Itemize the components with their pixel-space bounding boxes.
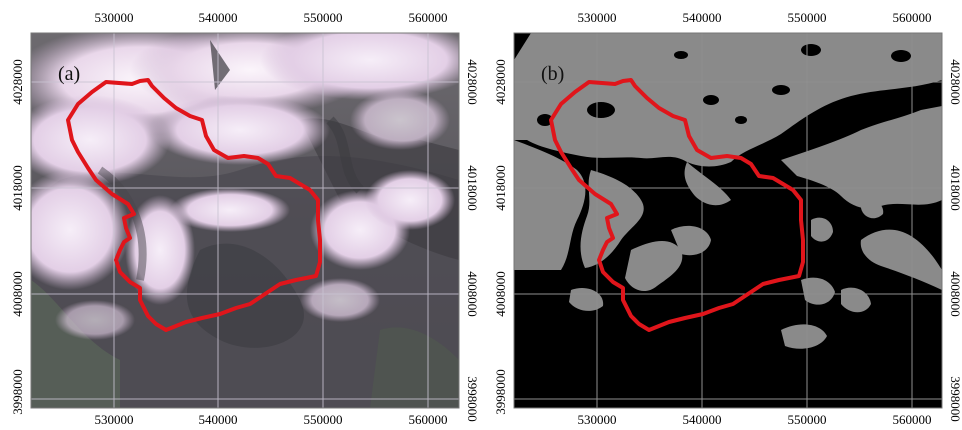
y-tick-label: 3998000 xyxy=(493,369,508,415)
x-tick-label: 550000 xyxy=(304,412,343,427)
y-tick-label: 4028000 xyxy=(10,59,25,105)
panel-label: (b) xyxy=(541,63,564,85)
x-axis-bottom: 530000 540000 550000 560000 xyxy=(95,412,448,427)
x-tick-label: 560000 xyxy=(893,412,932,427)
x-axis-top: 530000 540000 550000 560000 xyxy=(95,10,448,25)
map-frame xyxy=(30,32,460,409)
x-tick-label: 550000 xyxy=(788,412,827,427)
x-tick-label: 550000 xyxy=(788,10,827,25)
x-tick-label: 540000 xyxy=(199,412,238,427)
y-tick-label: 4008000 xyxy=(465,271,480,317)
panel-b-snow-classification: 530000 540000 550000 560000 530000 54000… xyxy=(481,0,962,430)
y-tick-label: 4018000 xyxy=(465,165,480,211)
y-tick-label: 4028000 xyxy=(493,59,508,105)
panel-a-map: 530000 540000 550000 560000 530000 54000… xyxy=(10,10,480,427)
x-tick-label: 530000 xyxy=(578,412,617,427)
x-tick-label: 530000 xyxy=(578,10,617,25)
y-tick-label: 4008000 xyxy=(493,271,508,317)
y-axis-right: 4028000 4018000 4008000 3998000 xyxy=(948,59,962,422)
y-axis-left: 4028000 4018000 4008000 3998000 xyxy=(493,59,508,415)
y-tick-label: 4028000 xyxy=(465,59,480,105)
watershed-boundary xyxy=(66,78,322,332)
panel-a-satellite-image: 530000 540000 550000 560000 530000 54000… xyxy=(10,10,480,427)
panel-label: (a) xyxy=(58,63,80,85)
y-tick-label: 4008000 xyxy=(948,271,962,317)
y-tick-label: 3998000 xyxy=(948,376,962,422)
x-axis-top: 530000 540000 550000 560000 xyxy=(578,10,932,25)
x-tick-label: 540000 xyxy=(683,10,722,25)
y-axis-left: 4028000 4018000 4008000 3998000 xyxy=(10,59,25,415)
satellite-image xyxy=(31,33,459,408)
classified-image xyxy=(514,33,942,408)
panel-b-map: 530000 540000 550000 560000 530000 54000… xyxy=(493,10,962,427)
y-tick-label: 4028000 xyxy=(948,59,962,105)
x-tick-label: 560000 xyxy=(409,412,448,427)
x-tick-label: 540000 xyxy=(683,412,722,427)
x-tick-label: 550000 xyxy=(304,10,343,25)
coordinate-grid xyxy=(31,33,459,408)
y-axis-right: 4028000 4018000 4008000 3998000 xyxy=(465,59,480,422)
map-frame xyxy=(513,32,943,409)
x-tick-label: 530000 xyxy=(95,412,134,427)
x-tick-label: 560000 xyxy=(893,10,932,25)
y-tick-label: 3998000 xyxy=(465,376,480,422)
y-tick-label: 4018000 xyxy=(493,165,508,211)
watershed-boundary xyxy=(549,78,805,332)
x-axis-bottom: 530000 540000 550000 560000 xyxy=(578,412,932,427)
x-tick-label: 540000 xyxy=(199,10,238,25)
x-tick-label: 530000 xyxy=(95,10,134,25)
x-tick-label: 560000 xyxy=(409,10,448,25)
y-tick-label: 4008000 xyxy=(10,271,25,317)
y-tick-label: 3998000 xyxy=(10,369,25,415)
y-tick-label: 4018000 xyxy=(948,165,962,211)
y-tick-label: 4018000 xyxy=(10,165,25,211)
